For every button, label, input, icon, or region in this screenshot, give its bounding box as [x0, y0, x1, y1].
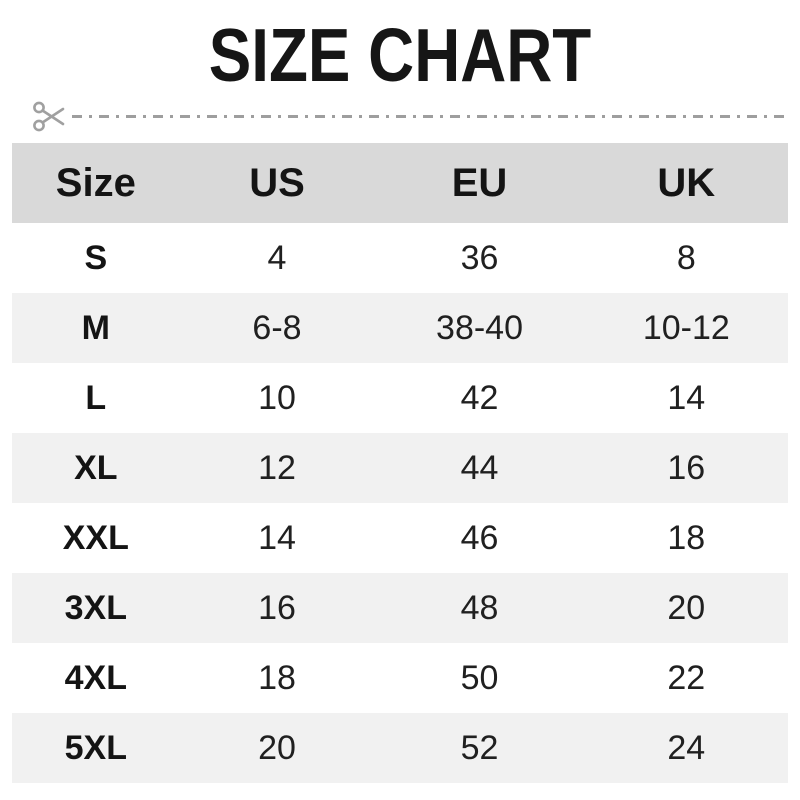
us-cell: 12 [258, 448, 296, 487]
eu-cell: 36 [460, 238, 499, 277]
uk-cell: 8 [676, 238, 696, 277]
eu-cell: 50 [460, 658, 499, 697]
table-row-xl: XL 12 44 16 [12, 433, 788, 503]
eu-cell: 46 [460, 518, 499, 557]
table-row-5xl: 5XL 20 52 24 [12, 713, 788, 783]
title-wrap: SIZE CHART [0, 0, 800, 94]
table-row-m: M 6-8 38-40 10-12 [12, 293, 788, 363]
dashed-cut-line [72, 114, 788, 118]
scissors-icon [33, 101, 65, 132]
uk-cell: 16 [667, 448, 706, 487]
size-cell: 4XL [64, 658, 127, 697]
table-row-4xl: 4XL 18 50 22 [12, 643, 788, 713]
us-cell: 6-8 [252, 308, 302, 347]
column-header-uk: UK [657, 160, 716, 205]
column-header-eu: EU [451, 160, 508, 205]
uk-cell: 18 [667, 518, 706, 557]
uk-cell: 14 [667, 378, 706, 417]
size-cell: S [84, 238, 108, 277]
uk-cell: 20 [667, 588, 706, 627]
size-cell: XXL [62, 518, 129, 557]
uk-cell: 22 [667, 658, 706, 697]
table-row-xxl: XXL 14 46 18 [12, 503, 788, 573]
size-cell: M [81, 308, 110, 347]
us-cell: 10 [258, 378, 296, 417]
us-cell: 16 [258, 588, 296, 627]
size-table: Size US EU UK S 4 36 8 M 6-8 38-40 10-12… [12, 143, 788, 783]
table-row-l: L 10 42 14 [12, 363, 788, 433]
cut-line [0, 96, 800, 136]
eu-cell: 48 [460, 588, 499, 627]
table-row-3xl: 3XL 16 48 20 [12, 573, 788, 643]
page-title: SIZE CHART [208, 13, 592, 97]
uk-cell: 10-12 [642, 308, 730, 347]
table-row-s: S 4 36 8 [12, 223, 788, 293]
table-header-row: Size US EU UK [12, 143, 788, 223]
eu-cell: 44 [460, 448, 499, 487]
us-cell: 14 [258, 518, 296, 557]
size-cell: 3XL [64, 588, 127, 627]
size-cell: 5XL [64, 728, 127, 767]
eu-cell: 42 [460, 378, 499, 417]
us-cell: 18 [258, 658, 296, 697]
uk-cell: 24 [667, 728, 706, 767]
eu-cell: 52 [460, 728, 499, 767]
size-cell: L [85, 378, 107, 417]
us-cell: 20 [258, 728, 296, 767]
size-cell: XL [74, 448, 118, 487]
column-header-size: Size [55, 160, 136, 205]
us-cell: 4 [267, 238, 287, 277]
column-header-us: US [249, 160, 305, 205]
eu-cell: 38-40 [436, 308, 523, 347]
